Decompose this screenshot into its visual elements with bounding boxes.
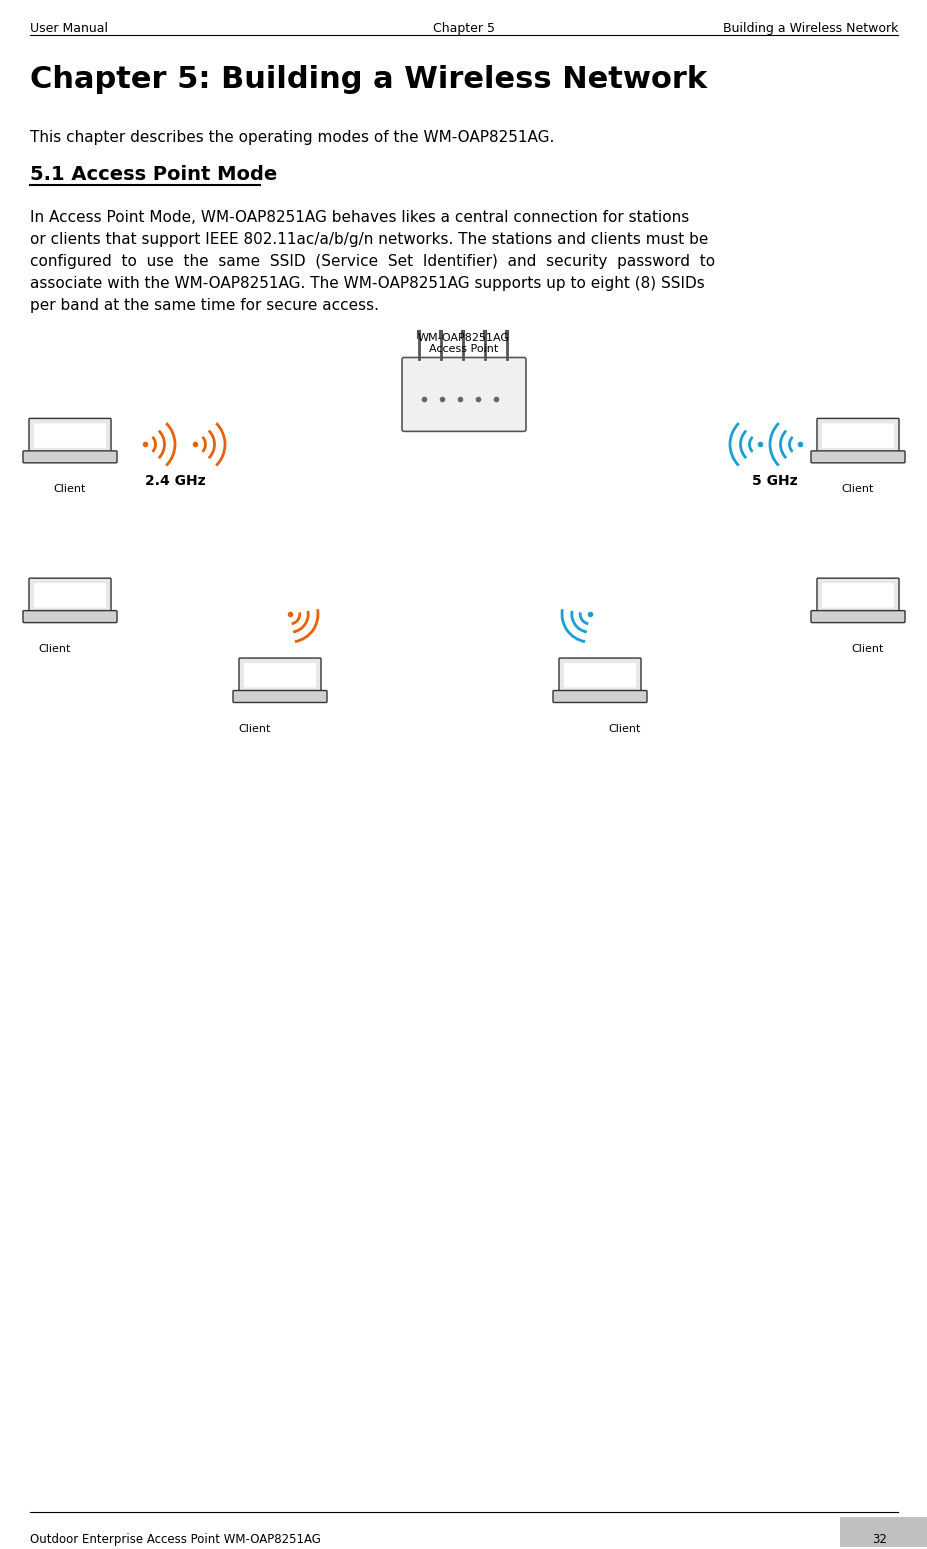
Text: 32: 32 [871,1534,886,1546]
FancyBboxPatch shape [401,358,526,431]
FancyBboxPatch shape [29,418,111,452]
Text: Client: Client [54,485,86,494]
FancyBboxPatch shape [839,1516,927,1547]
Text: WM-OAP8251AG
Access Point: WM-OAP8251AG Access Point [417,333,510,355]
Text: 2.4 GHz: 2.4 GHz [145,474,205,488]
Text: Client: Client [851,644,883,654]
Text: associate with the WM-OAP8251AG. The WM-OAP8251AG supports up to eight (8) SSIDs: associate with the WM-OAP8251AG. The WM-… [30,276,704,291]
FancyBboxPatch shape [23,610,117,623]
FancyBboxPatch shape [816,418,898,452]
Text: Chapter 5: Chapter 5 [433,22,494,36]
FancyBboxPatch shape [564,663,635,688]
FancyBboxPatch shape [821,423,893,448]
Text: Client: Client [841,485,873,494]
FancyBboxPatch shape [239,658,321,692]
FancyBboxPatch shape [34,582,106,607]
Text: Client: Client [238,723,271,734]
Text: User Manual: User Manual [30,22,108,36]
FancyBboxPatch shape [821,582,893,607]
FancyBboxPatch shape [810,451,904,463]
FancyBboxPatch shape [816,578,898,612]
FancyBboxPatch shape [233,691,326,703]
Text: Outdoor Enterprise Access Point WM-OAP8251AG: Outdoor Enterprise Access Point WM-OAP82… [30,1534,321,1546]
Text: or clients that support IEEE 802.11ac/a/b/g/n networks. The stations and clients: or clients that support IEEE 802.11ac/a/… [30,232,707,246]
FancyBboxPatch shape [244,663,316,688]
Text: 5.1 Access Point Mode: 5.1 Access Point Mode [30,164,277,184]
Text: Chapter 5: Building a Wireless Network: Chapter 5: Building a Wireless Network [30,65,706,94]
FancyBboxPatch shape [34,423,106,448]
Text: This chapter describes the operating modes of the WM-OAP8251AG.: This chapter describes the operating mod… [30,130,553,144]
FancyBboxPatch shape [23,451,117,463]
Text: per band at the same time for secure access.: per band at the same time for secure acc… [30,297,378,313]
Text: Client: Client [39,644,71,654]
Text: 5 GHz: 5 GHz [752,474,797,488]
FancyBboxPatch shape [810,610,904,623]
Text: Building a Wireless Network: Building a Wireless Network [722,22,897,36]
FancyBboxPatch shape [552,691,646,703]
Text: Client: Client [608,723,641,734]
FancyBboxPatch shape [558,658,641,692]
Text: configured  to  use  the  same  SSID  (Service  Set  Identifier)  and  security : configured to use the same SSID (Service… [30,254,715,268]
FancyBboxPatch shape [29,578,111,612]
Text: In Access Point Mode, WM-OAP8251AG behaves likes a central connection for statio: In Access Point Mode, WM-OAP8251AG behav… [30,209,689,225]
